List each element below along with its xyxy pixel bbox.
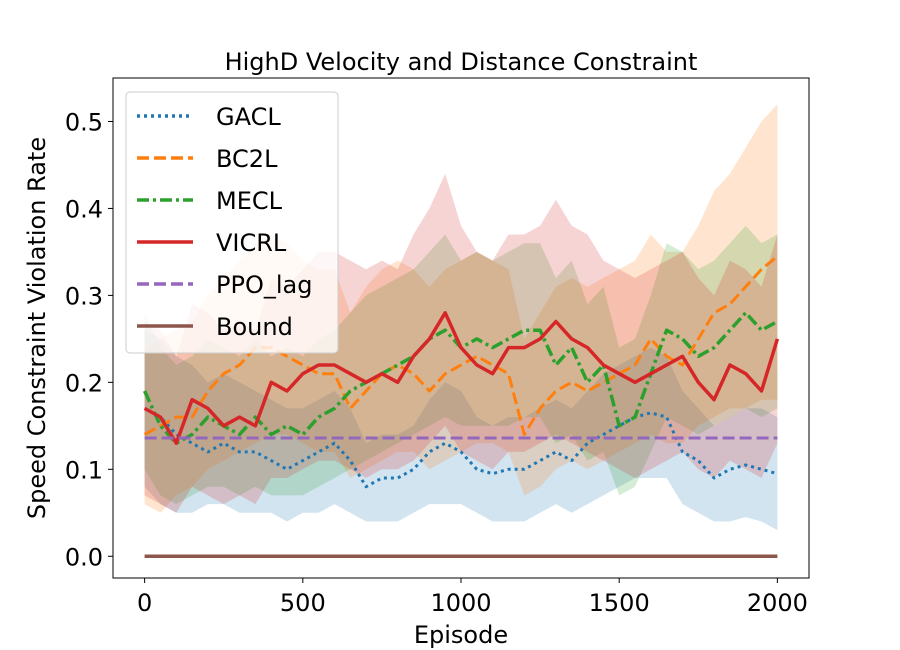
y-axis-label: Speed Constraint Violation Rate — [23, 137, 51, 519]
y-tick-label: 0.2 — [65, 369, 103, 397]
series-lines — [143, 255, 780, 559]
x-tick-label: 1500 — [589, 589, 650, 617]
y-tick-label: 0.1 — [65, 456, 103, 484]
legend-label-bound: Bound — [216, 313, 293, 341]
x-tick-label: 500 — [280, 589, 326, 617]
legend: GACL BC2L MECL VICRL PPO_lag Bound — [125, 91, 339, 354]
legend-label-vicrl: VICRL — [216, 229, 287, 257]
y-tick-label: 0.5 — [65, 108, 103, 136]
x-tick-label: 2000 — [747, 589, 808, 617]
x-tick-label: 0 — [137, 589, 152, 617]
band-vicrl — [144, 173, 778, 513]
legend-label-gacl: GACL — [216, 103, 281, 131]
x-axis: 0 500 1000 1500 2000 — [137, 578, 808, 617]
band-bc2l — [144, 104, 778, 513]
x-tick-label: 1000 — [430, 589, 491, 617]
band-gacl — [144, 330, 778, 531]
y-tick-label: 0.4 — [65, 195, 103, 223]
series-gacl — [143, 407, 778, 489]
x-axis-label: Episode — [414, 621, 508, 649]
y-axis: 0.0 0.1 0.2 0.3 0.4 0.5 — [65, 108, 113, 571]
series-vicrl — [143, 311, 780, 445]
chart-title: HighD Velocity and Distance Constraint — [225, 48, 698, 76]
y-tick-label: 0.0 — [65, 543, 103, 571]
y-tick-label: 0.3 — [65, 282, 103, 310]
legend-label-ppo-lag: PPO_lag — [216, 271, 312, 299]
legend-label-mecl: MECL — [216, 187, 283, 215]
legend-label-bc2l: BC2L — [216, 145, 278, 173]
